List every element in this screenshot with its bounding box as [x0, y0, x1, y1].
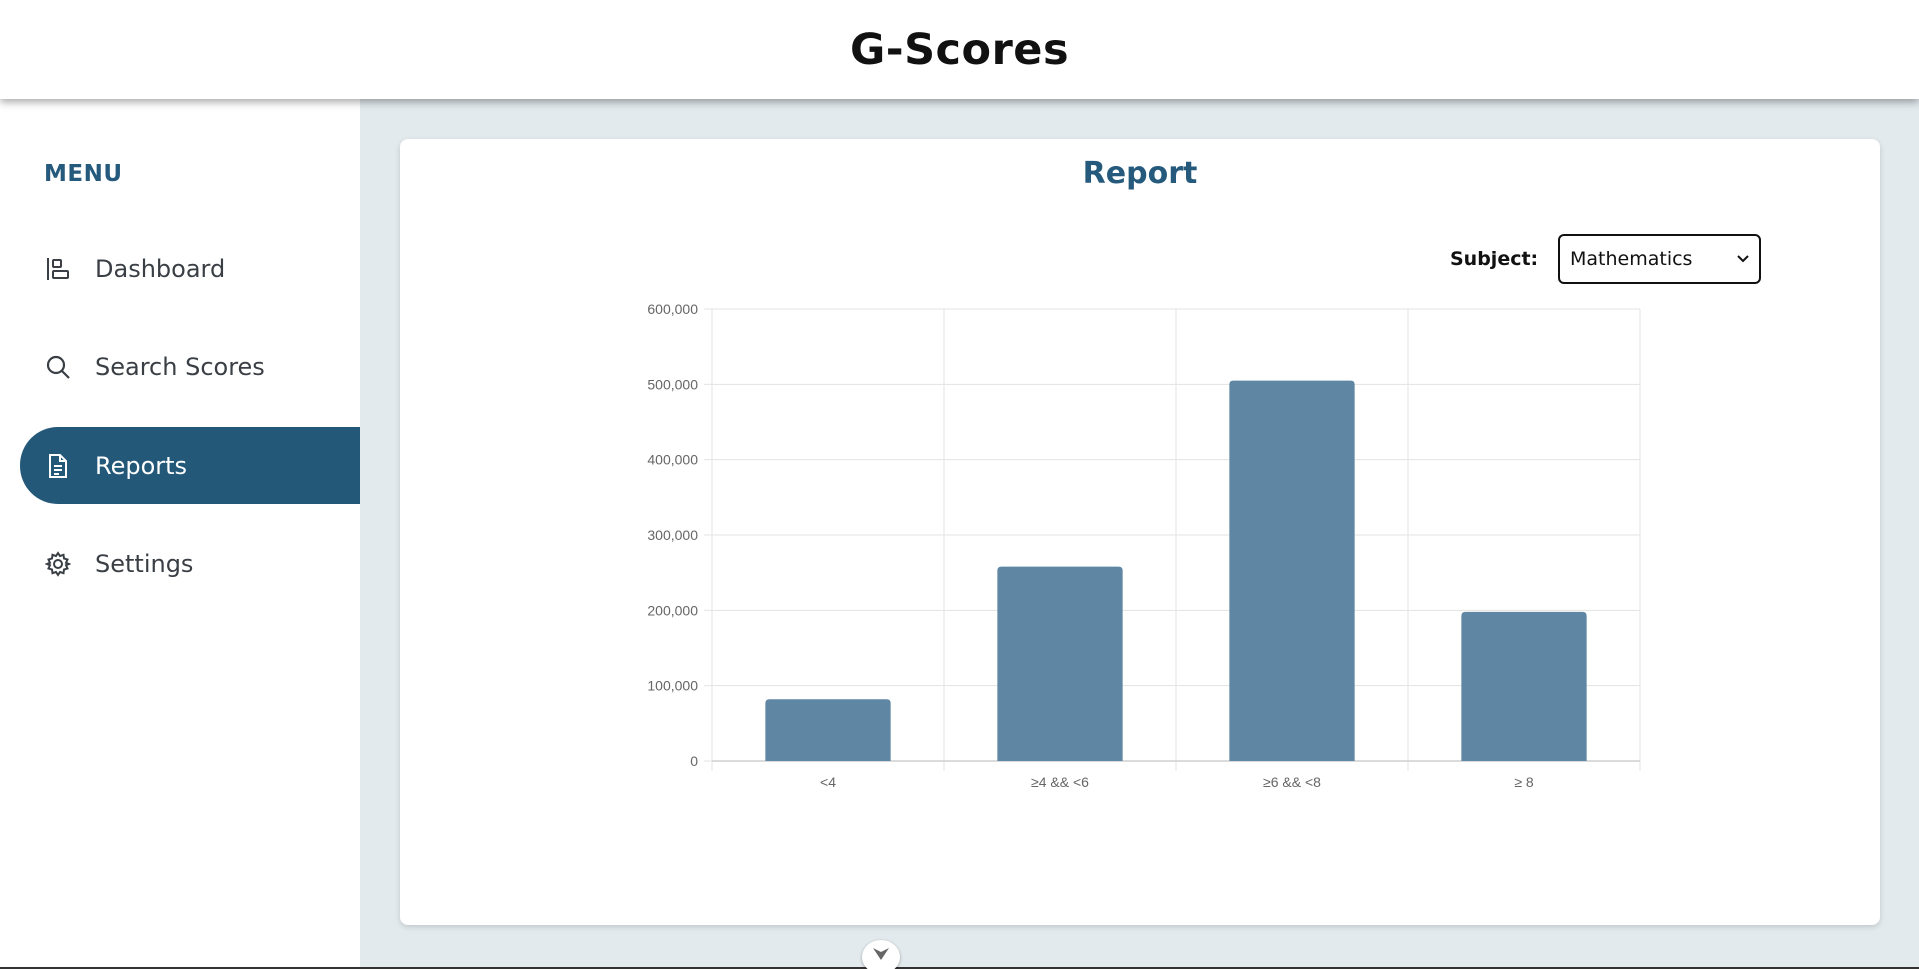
sidebar-item-reports[interactable]: Reports [20, 427, 360, 504]
subject-select[interactable]: Mathematics [1558, 234, 1761, 284]
score-distribution-chart: 0 100,000 200,000 300,000 400,000 500,000 600,… [630, 301, 1641, 829]
subject-label: Subject: [1450, 248, 1539, 270]
x-tick-label: ≥ 8 [1514, 774, 1534, 790]
sidebar-item-search-scores[interactable]: Search Scores [20, 328, 360, 405]
document-icon [45, 453, 71, 479]
sidebar-item-label: Search Scores [95, 352, 265, 381]
y-tick-label: 600,000 [647, 301, 698, 317]
scroll-handle[interactable] [862, 940, 900, 969]
menu-heading: MENU [44, 161, 123, 187]
sidebar-item-label: Dashboard [95, 254, 226, 283]
sidebar: MENU Dashboard Search Scores [0, 99, 360, 969]
sidebar-item-dashboard[interactable]: Dashboard [20, 230, 360, 307]
sidebar-item-label: Reports [95, 451, 188, 480]
sidebar-item-label: Settings [95, 549, 194, 578]
x-tick-label: ≥4 && <6 [1031, 774, 1089, 790]
y-tick-label: 200,000 [647, 602, 698, 618]
bar [997, 566, 1123, 761]
chevron-down-icon [1737, 252, 1749, 266]
bar [1229, 380, 1355, 761]
search-icon [45, 354, 71, 380]
app-title: G-Scores [849, 24, 1070, 75]
gear-icon [45, 550, 71, 577]
y-tick-label: 400,000 [647, 452, 698, 468]
top-bar: G-Scores [0, 0, 1919, 99]
y-tick-label: 300,000 [647, 527, 698, 543]
y-tick-label: 100,000 [647, 678, 698, 694]
x-tick-label: ≥6 && <8 [1263, 774, 1321, 790]
y-tick-label: 0 [690, 753, 698, 769]
subject-select-value: Mathematics [1570, 248, 1693, 270]
report-title: Report [1082, 156, 1198, 191]
bar [1461, 611, 1587, 761]
chart-svg: 0 100,000 200,000 300,000 400,000 500,000 600,… [647, 301, 1641, 790]
bar [765, 699, 891, 761]
bottom-divider [0, 967, 1919, 969]
report-card: Report Subject: Mathematics 0 100,000 200,… [400, 139, 1880, 925]
dashboard-icon [45, 256, 71, 282]
y-tick-label: 500,000 [647, 376, 698, 392]
sidebar-item-settings[interactable]: Settings [20, 525, 360, 602]
chevron-down-icon [872, 946, 890, 965]
x-tick-label: <4 [820, 774, 836, 790]
